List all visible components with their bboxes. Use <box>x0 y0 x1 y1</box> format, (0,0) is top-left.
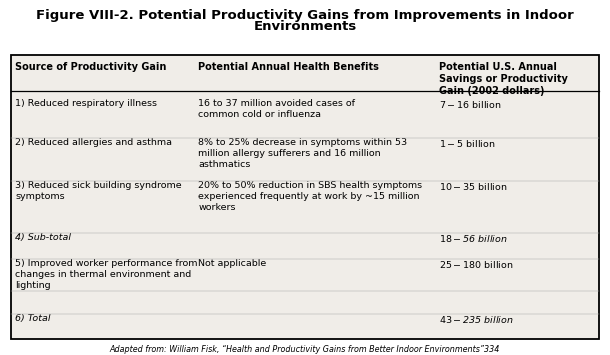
Text: Adapted from: William Fisk, “Health and Productivity Gains from Better Indoor En: Adapted from: William Fisk, “Health and … <box>110 345 500 354</box>
Text: Not applicable: Not applicable <box>198 259 267 268</box>
Text: 8% to 25% decrease in symptoms within 53
million allergy sufferers and 16 millio: 8% to 25% decrease in symptoms within 53… <box>198 138 407 169</box>
Text: $10 - $35 billion: $10 - $35 billion <box>439 181 508 192</box>
Text: Potential U.S. Annual
Savings or Productivity
Gain (2002 dollars): Potential U.S. Annual Savings or Product… <box>439 62 568 96</box>
Text: Source of Productivity Gain: Source of Productivity Gain <box>15 62 167 72</box>
Text: 16 to 37 million avoided cases of
common cold or influenza: 16 to 37 million avoided cases of common… <box>198 99 355 119</box>
Text: 5) Improved worker performance from
changes in thermal environment and
lighting: 5) Improved worker performance from chan… <box>15 259 198 290</box>
Text: Figure VIII-2. Potential Productivity Gains from Improvements in Indoor: Figure VIII-2. Potential Productivity Ga… <box>36 9 574 22</box>
Text: $43 - $235 billion: $43 - $235 billion <box>439 314 514 325</box>
Text: 20% to 50% reduction in SBS health symptoms
experienced frequently at work by ~1: 20% to 50% reduction in SBS health sympt… <box>198 181 422 212</box>
Text: $1 - $5 billion: $1 - $5 billion <box>439 138 495 149</box>
Text: 4) Sub-total: 4) Sub-total <box>15 233 71 241</box>
Text: $25 - $180 billion: $25 - $180 billion <box>439 259 514 270</box>
Text: Potential Annual Health Benefits: Potential Annual Health Benefits <box>198 62 379 72</box>
Text: 6) Total: 6) Total <box>15 314 51 323</box>
Text: 3) Reduced sick building syndrome
symptoms: 3) Reduced sick building syndrome sympto… <box>15 181 182 201</box>
FancyBboxPatch shape <box>11 55 599 339</box>
Text: Environments: Environments <box>253 20 357 33</box>
Text: 2) Reduced allergies and asthma: 2) Reduced allergies and asthma <box>15 138 172 147</box>
Text: $7 - $16 billion: $7 - $16 billion <box>439 99 501 110</box>
Text: 1) Reduced respiratory illness: 1) Reduced respiratory illness <box>15 99 157 108</box>
Text: $18 - $56 billion: $18 - $56 billion <box>439 233 508 244</box>
